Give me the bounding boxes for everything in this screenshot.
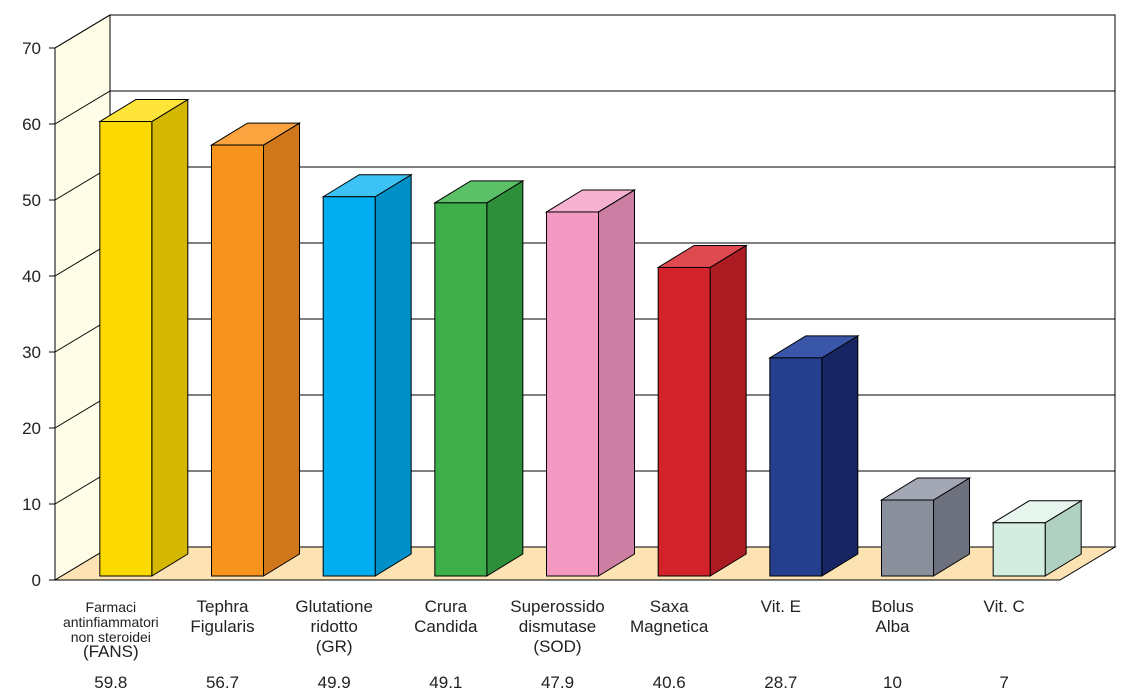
value-label: 47.9 [541,673,574,692]
category-label: Superossido dismutase (SOD) [510,597,605,656]
value-label: 56.7 [206,673,239,692]
bar-front [657,266,711,577]
category-label: Glutatione ridotto (GR) [295,597,373,656]
bar [98,98,190,577]
bar [321,173,413,577]
bar [433,179,525,577]
bar-front [546,211,599,577]
bar-side [598,189,635,577]
bar-side [263,122,300,577]
grid-line [54,90,1115,125]
bar [209,122,302,577]
bar-front [881,499,934,577]
y-tick-label: 20 [22,419,41,438]
category-label: Vit. C [984,597,1025,616]
y-tick-label: 60 [22,115,41,134]
value-label: 49.9 [318,673,351,692]
y-tick-label: 50 [22,191,41,210]
category-label: Bolus Alba [871,597,914,636]
bar-front [211,144,264,577]
bar-side [151,98,189,577]
y-tick-label: 10 [22,495,41,514]
bars [98,98,1083,577]
value-label: 28.7 [764,673,797,692]
category-label: Crura Candida [414,597,478,636]
bar [879,477,972,577]
bar-front [992,522,1046,577]
bar [656,244,748,577]
category-label: Vit. E [761,597,801,616]
bar-front [322,196,376,577]
category-label: Tephra Figularis [190,597,254,636]
value-label: 7 [999,673,1008,692]
bar-side [486,179,524,577]
bar-side [821,334,859,577]
value-labels: 59.8 56.7 49.9 49.1 47.9 40.6 28.7 10 7 [94,673,1009,692]
bar-front [99,121,153,577]
grid-line [54,14,1115,49]
bar-front [434,202,488,577]
bar-side [374,173,412,577]
bar [544,189,637,577]
value-label: 40.6 [653,673,686,692]
bar-side [709,244,747,577]
y-axis-ticks: 0 10 20 30 40 50 60 70 [22,39,55,590]
value-label: 49.1 [429,673,462,692]
value-label: 59.8 [94,673,127,692]
category-label: Saxa Magnetica [630,597,709,636]
bar [991,499,1083,577]
bar-front [769,357,823,577]
category-label: Farmaci antinfiammatori non steroidei (FANS… [63,599,159,661]
value-label: 10 [883,673,902,692]
y-tick-label: 30 [22,343,41,362]
y-tick-label: 0 [32,571,41,590]
y-tick-label: 40 [22,267,41,286]
bar [768,334,860,577]
y-tick-label: 70 [22,39,41,58]
category-labels: Farmaci antinfiammatori non steroidei (FANS… [63,597,1025,661]
